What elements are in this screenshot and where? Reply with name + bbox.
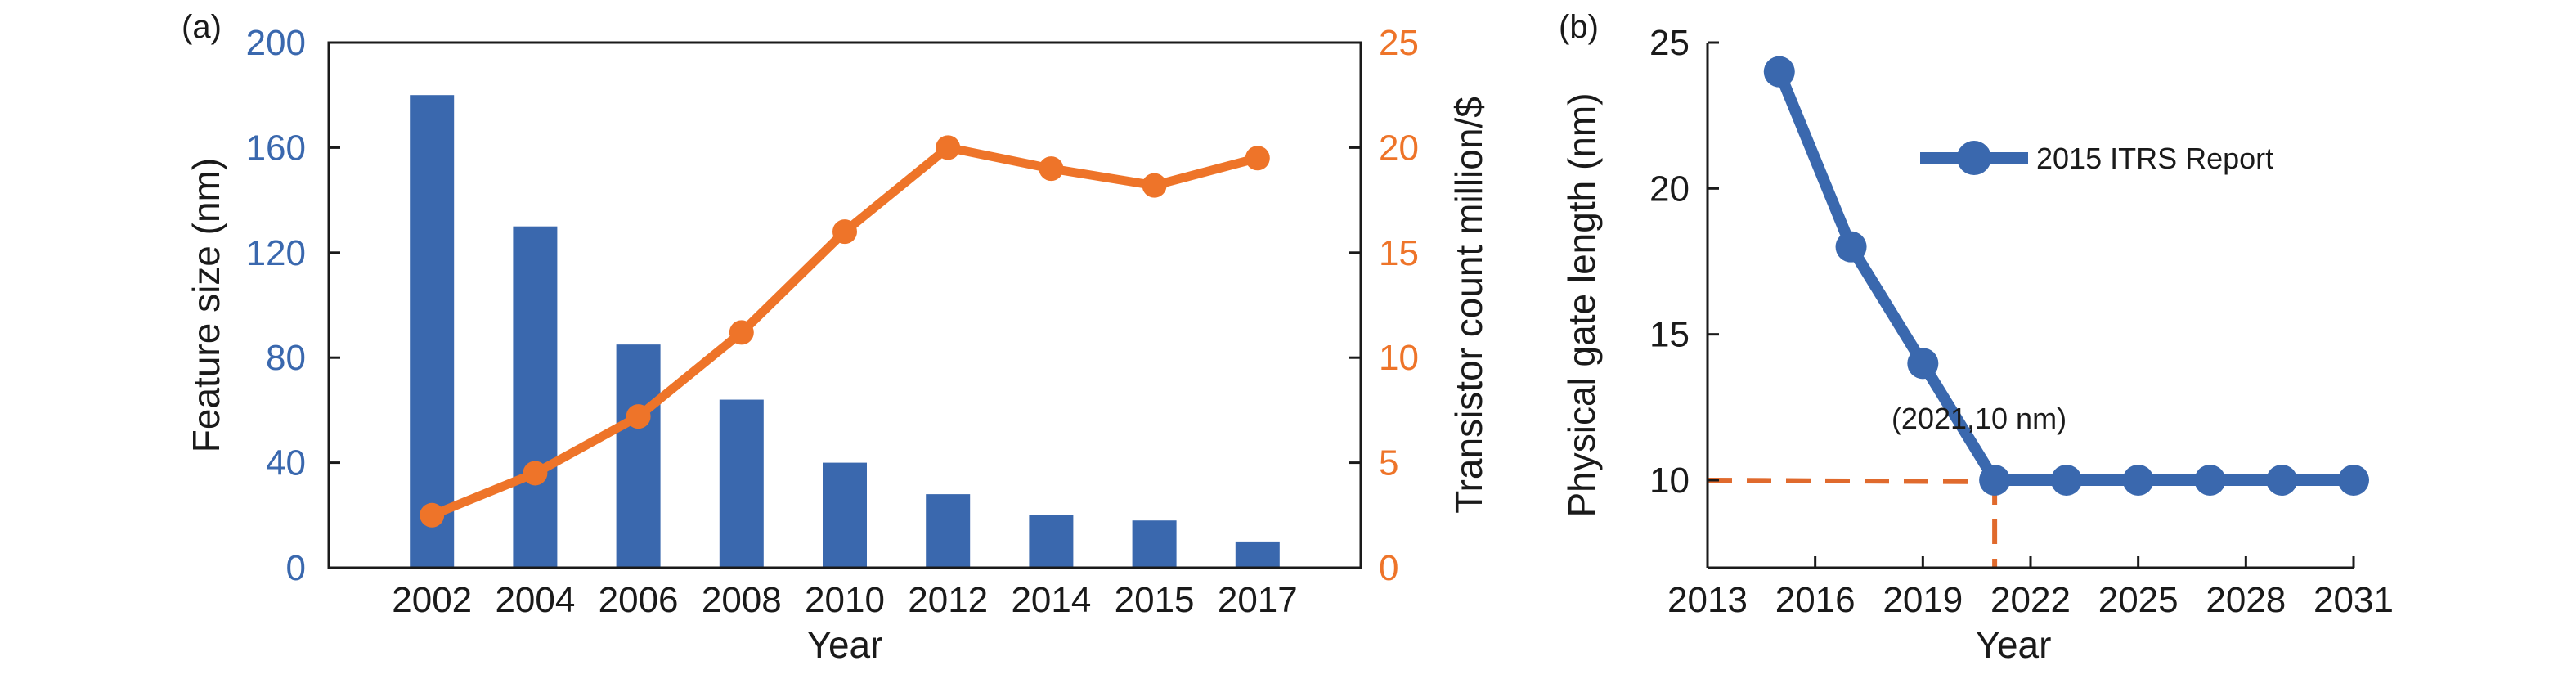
point-2029 [2266, 465, 2298, 496]
b-y-tick-label-10: 10 [1649, 461, 1690, 501]
panel-b-line-series [1763, 56, 2369, 496]
x-tick-label-2015: 2015 [1115, 580, 1195, 620]
point-2017 [1245, 146, 1270, 171]
b-x-tick-label-2016: 2016 [1775, 580, 1856, 620]
point-2021 [1979, 465, 2011, 496]
panel-a-plot-frame [327, 41, 1362, 569]
b-x-tick-label-2025: 2025 [2098, 580, 2179, 620]
x-tick-label-2012: 2012 [908, 580, 988, 620]
panel-a-bars [410, 95, 1280, 568]
b-y-tick-label-15: 15 [1649, 315, 1690, 355]
b-y-tick-label-25: 25 [1649, 23, 1690, 63]
b-x-tick-label-2022: 2022 [1990, 580, 2071, 620]
bar-2004 [513, 226, 558, 568]
b-x-tick-label-2013: 2013 [1667, 580, 1748, 620]
bar-2017 [1235, 541, 1280, 568]
point-2012 [936, 135, 961, 160]
x-tick-label-2017: 2017 [1218, 580, 1298, 620]
panel-b-y-axis-label: Physical gate length (nm) [1560, 92, 1603, 517]
point-2031 [2338, 465, 2369, 496]
panel-b-y-axis: 10 15 20 25 [1649, 23, 1719, 501]
bar-2006 [616, 344, 661, 568]
b-x-tick-label-2031: 2031 [2313, 580, 2394, 620]
panel-a-y-axis-label: Feature size (nm) [185, 158, 227, 452]
bar-2012 [926, 494, 971, 568]
panel-b-reference-lines [1707, 478, 1998, 568]
y-tick-label-160: 160 [246, 128, 306, 168]
y2-tick-label-20: 20 [1379, 128, 1419, 168]
x-tick-label-2004: 2004 [495, 580, 575, 620]
bar-2002 [410, 95, 455, 568]
y2-tick-label-15: 15 [1379, 233, 1419, 273]
y-tick-label-200: 200 [246, 23, 306, 63]
panel-b-label: (b) [1559, 9, 1599, 45]
panel-a-right-axis: 0 5 10 15 20 25 [1349, 23, 1419, 588]
y-tick-label-120: 120 [246, 233, 306, 273]
point-2015 [1763, 56, 1795, 88]
x-tick-label-2008: 2008 [702, 580, 782, 620]
panel-b-x-axis: 2013 2016 2019 2022 2025 2028 2031 [1667, 556, 2394, 620]
point-2027 [2194, 465, 2226, 496]
panel-a-y2-axis-label: Transistor count million/$ [1447, 97, 1490, 514]
bar-2014 [1029, 515, 1074, 568]
panel-b-x-axis-label: Year [1976, 623, 2052, 666]
point-2006 [626, 404, 651, 429]
point-2015 [1142, 173, 1167, 198]
point-2023 [2050, 465, 2082, 496]
bar-2015 [1132, 520, 1177, 568]
panel-b-legend-marker [1957, 141, 1991, 175]
panel-a-left-axis: 0 40 80 120 160 200 [246, 23, 340, 588]
y2-tick-label-5: 5 [1379, 443, 1398, 483]
point-2008 [729, 320, 754, 345]
x-tick-label-2010: 2010 [805, 580, 885, 620]
panel-a-label: (a) [182, 9, 222, 45]
y2-tick-label-25: 25 [1379, 23, 1419, 63]
x-tick-label-2002: 2002 [392, 580, 472, 620]
y-tick-label-80: 80 [266, 338, 306, 378]
point-2025 [2122, 465, 2154, 496]
y-tick-label-0: 0 [286, 548, 306, 588]
b-x-tick-label-2028: 2028 [2206, 580, 2286, 620]
panel-a-line-series [420, 135, 1270, 528]
y2-tick-label-10: 10 [1379, 338, 1419, 378]
y2-tick-label-0: 0 [1379, 548, 1398, 588]
x-tick-label-2006: 2006 [599, 580, 679, 620]
point-2010 [832, 219, 857, 245]
panel-b-annotation: (2021,10 nm) [1892, 402, 2067, 435]
point-2014 [1039, 156, 1064, 182]
point-2019 [1907, 348, 1939, 380]
point-2017 [1835, 231, 1867, 263]
panel-a-x-axis-label: Year [807, 623, 883, 666]
dashed-horizontal-line [1707, 478, 1995, 484]
panel-b-legend: 2015 ITRS Report [1920, 141, 2273, 175]
b-x-tick-label-2019: 2019 [1883, 580, 1963, 620]
panel-a-x-axis: 2002 2004 2006 2008 2010 2012 2014 2015 2017 [392, 580, 1297, 620]
point-2004 [523, 461, 548, 486]
point-2002 [420, 502, 445, 528]
panel-b-legend-label: 2015 ITRS Report [2036, 142, 2273, 175]
x-tick-label-2014: 2014 [1011, 580, 1091, 620]
b-y-tick-label-20: 20 [1649, 169, 1690, 209]
y-tick-label-40: 40 [266, 443, 306, 483]
bar-2008 [719, 399, 764, 568]
bar-2010 [823, 462, 867, 568]
